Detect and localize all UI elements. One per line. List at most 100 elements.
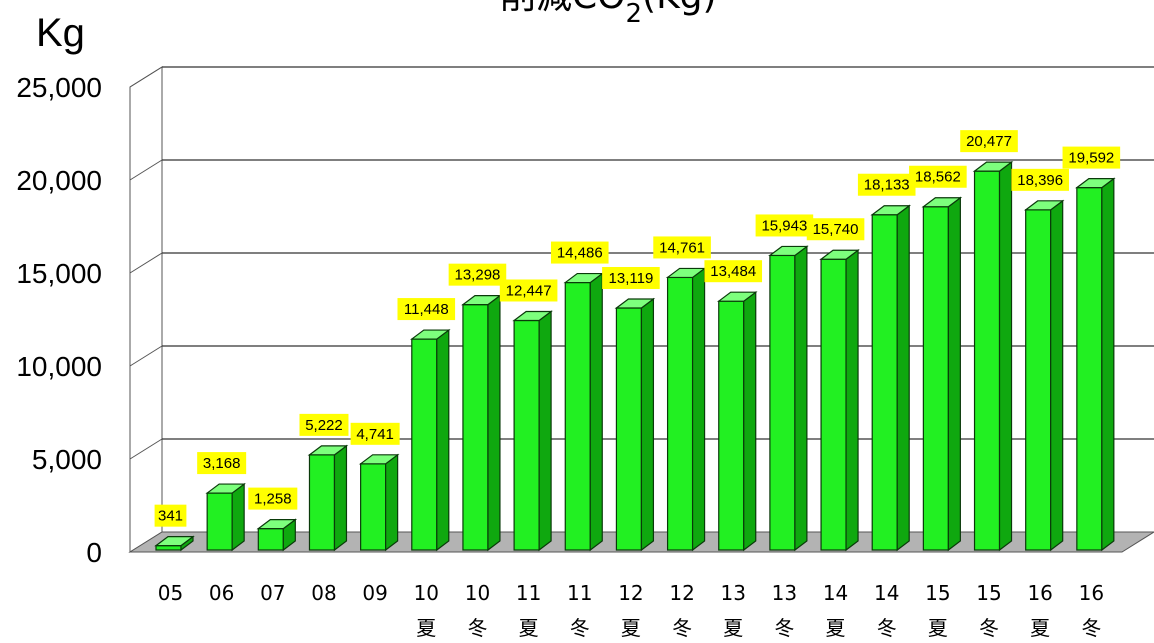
data-label-text: 1,258	[254, 491, 292, 508]
bar-front	[360, 463, 387, 551]
data-label-bg	[806, 218, 865, 241]
y-tick-label: 15,000	[16, 258, 102, 289]
gridline-side	[129, 438, 163, 460]
data-label-text: 18,562	[915, 169, 961, 186]
data-label-bg	[448, 263, 507, 286]
data-label-bg	[755, 214, 814, 237]
data-label-bg	[299, 413, 349, 436]
bar-top	[921, 197, 963, 208]
y-tick-label: 25,000	[16, 72, 102, 103]
data-label-bg	[550, 241, 609, 264]
bar-front	[922, 206, 949, 551]
gridline-side	[129, 252, 163, 274]
data-label-text: 13,119	[609, 270, 654, 287]
bar	[358, 453, 400, 552]
bar	[307, 444, 349, 552]
data-label-text: 15,943	[761, 217, 807, 234]
bar-front	[1025, 209, 1052, 551]
data-label: 18,133	[857, 173, 916, 196]
bar-front	[615, 307, 643, 551]
data-label: 13,484	[704, 260, 763, 283]
data-label-bg	[909, 165, 967, 188]
y-tick-label: 20,000	[16, 165, 102, 196]
bar	[154, 535, 195, 552]
bar	[716, 290, 758, 552]
data-label-text: 14,486	[557, 245, 603, 262]
x-tick-label-year: 15	[925, 581, 950, 605]
data-label: 15,943	[755, 214, 814, 237]
x-tick-label-year: 15	[976, 581, 1001, 605]
x-tick-label-year: 16	[1079, 581, 1104, 605]
gridline-side	[129, 159, 163, 181]
bar-front	[769, 254, 796, 551]
bar	[870, 204, 912, 552]
bar-top	[614, 298, 656, 309]
bar-top	[512, 310, 553, 322]
bar-top	[716, 291, 758, 302]
data-label: 19,592	[1062, 146, 1121, 169]
bar-side	[1101, 177, 1115, 552]
bar	[768, 245, 809, 552]
bar-top	[409, 329, 451, 340]
bar	[614, 297, 656, 552]
bar	[665, 267, 707, 552]
bar-side	[333, 444, 348, 552]
x-tick-label-season: 冬	[467, 616, 487, 640]
bar-side	[385, 453, 399, 552]
x-tick-label-year: 11	[567, 581, 592, 605]
bar-side	[691, 267, 706, 552]
x-tick-label-season: 夏	[826, 616, 846, 640]
bar	[921, 196, 963, 552]
data-label-text: 13,484	[710, 263, 756, 280]
x-tick-label-season: 冬	[877, 616, 897, 640]
x-tick-label-year: 13	[772, 581, 797, 605]
chart-title: 削減CO2(Kg)	[500, 0, 717, 29]
y-axis-unit-label: Kg	[36, 11, 85, 55]
x-tick-label-year: 08	[311, 581, 336, 605]
x-tick-label-year: 13	[721, 581, 746, 605]
x-tick-label-season: 夏	[519, 616, 539, 640]
x-tick-label-season: 夏	[621, 616, 641, 640]
bar-front	[411, 338, 438, 551]
bar	[1075, 177, 1116, 552]
data-label-text: 20,477	[966, 133, 1012, 150]
x-tick-label-year: 11	[516, 581, 541, 605]
bar	[512, 310, 553, 552]
data-label-bg	[248, 487, 298, 510]
bar-side	[998, 160, 1013, 552]
x-tick-label-year: 09	[362, 581, 387, 605]
bar-front	[513, 319, 540, 551]
data-label: 11,448	[397, 298, 456, 321]
bar-front	[820, 258, 847, 551]
data-label: 14,486	[550, 241, 609, 264]
bar-side	[1050, 199, 1064, 552]
gridline-side	[129, 66, 163, 88]
bar-top	[358, 454, 400, 465]
bar	[972, 160, 1014, 552]
data-label-bg	[1062, 146, 1121, 169]
data-label: 18,562	[909, 165, 967, 188]
bar	[461, 294, 502, 552]
bar-side	[231, 482, 245, 552]
bar-front	[666, 276, 694, 551]
data-label-bg	[960, 130, 1018, 153]
x-tick-label-season: 冬	[672, 616, 692, 640]
x-tick-label-year: 12	[618, 581, 643, 605]
bars	[154, 160, 1116, 552]
bar-top	[1023, 200, 1065, 211]
data-label: 13,298	[448, 263, 507, 286]
data-label-bg	[602, 266, 660, 289]
bar-top	[256, 519, 298, 530]
x-tick-label-year: 05	[158, 581, 183, 605]
bar-front	[973, 170, 1001, 551]
data-label: 13,119	[602, 266, 660, 289]
x-tick-label-year: 10	[414, 581, 439, 605]
x-tick-label-season: 夏	[928, 616, 948, 640]
bar-front	[871, 214, 898, 551]
chart-title-main: 削減CO	[500, 0, 625, 17]
bar-side	[845, 249, 859, 552]
data-label-text: 18,396	[1017, 172, 1063, 189]
bar-top	[154, 536, 195, 547]
data-label-text: 14,761	[659, 239, 705, 256]
bar-side	[947, 196, 961, 552]
